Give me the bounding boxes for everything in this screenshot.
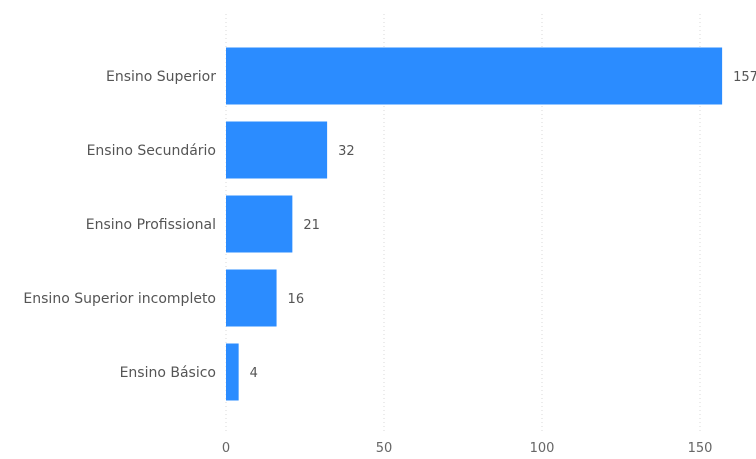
category-label: Ensino Superior bbox=[106, 69, 216, 85]
bar[interactable] bbox=[226, 47, 723, 105]
x-axis-ticks: 0 50 100 150 bbox=[222, 441, 713, 456]
category-label: Ensino Superior incompleto bbox=[23, 291, 216, 307]
data-label: 32 bbox=[338, 144, 355, 159]
bar[interactable] bbox=[226, 195, 293, 253]
data-label: 4 bbox=[250, 366, 258, 381]
label-layer: Ensino Superior 157 Ensino Secundário 32 Ens… bbox=[23, 69, 756, 381]
category-label: Ensino Secundário bbox=[87, 143, 216, 159]
x-tick-label: 100 bbox=[530, 441, 555, 455]
data-label: 21 bbox=[303, 218, 320, 233]
category-label: Ensino Profissional bbox=[86, 217, 216, 233]
data-label: 16 bbox=[288, 292, 305, 307]
category-label: Ensino Básico bbox=[120, 365, 216, 381]
bar[interactable] bbox=[226, 343, 239, 401]
x-tick-label: 0 bbox=[222, 441, 230, 455]
bar[interactable] bbox=[226, 269, 277, 327]
data-label: 157 bbox=[733, 70, 756, 85]
bar[interactable] bbox=[226, 121, 328, 179]
bar-layer bbox=[226, 47, 723, 401]
x-tick-label: 150 bbox=[688, 441, 713, 455]
x-tick-label: 50 bbox=[376, 441, 393, 455]
